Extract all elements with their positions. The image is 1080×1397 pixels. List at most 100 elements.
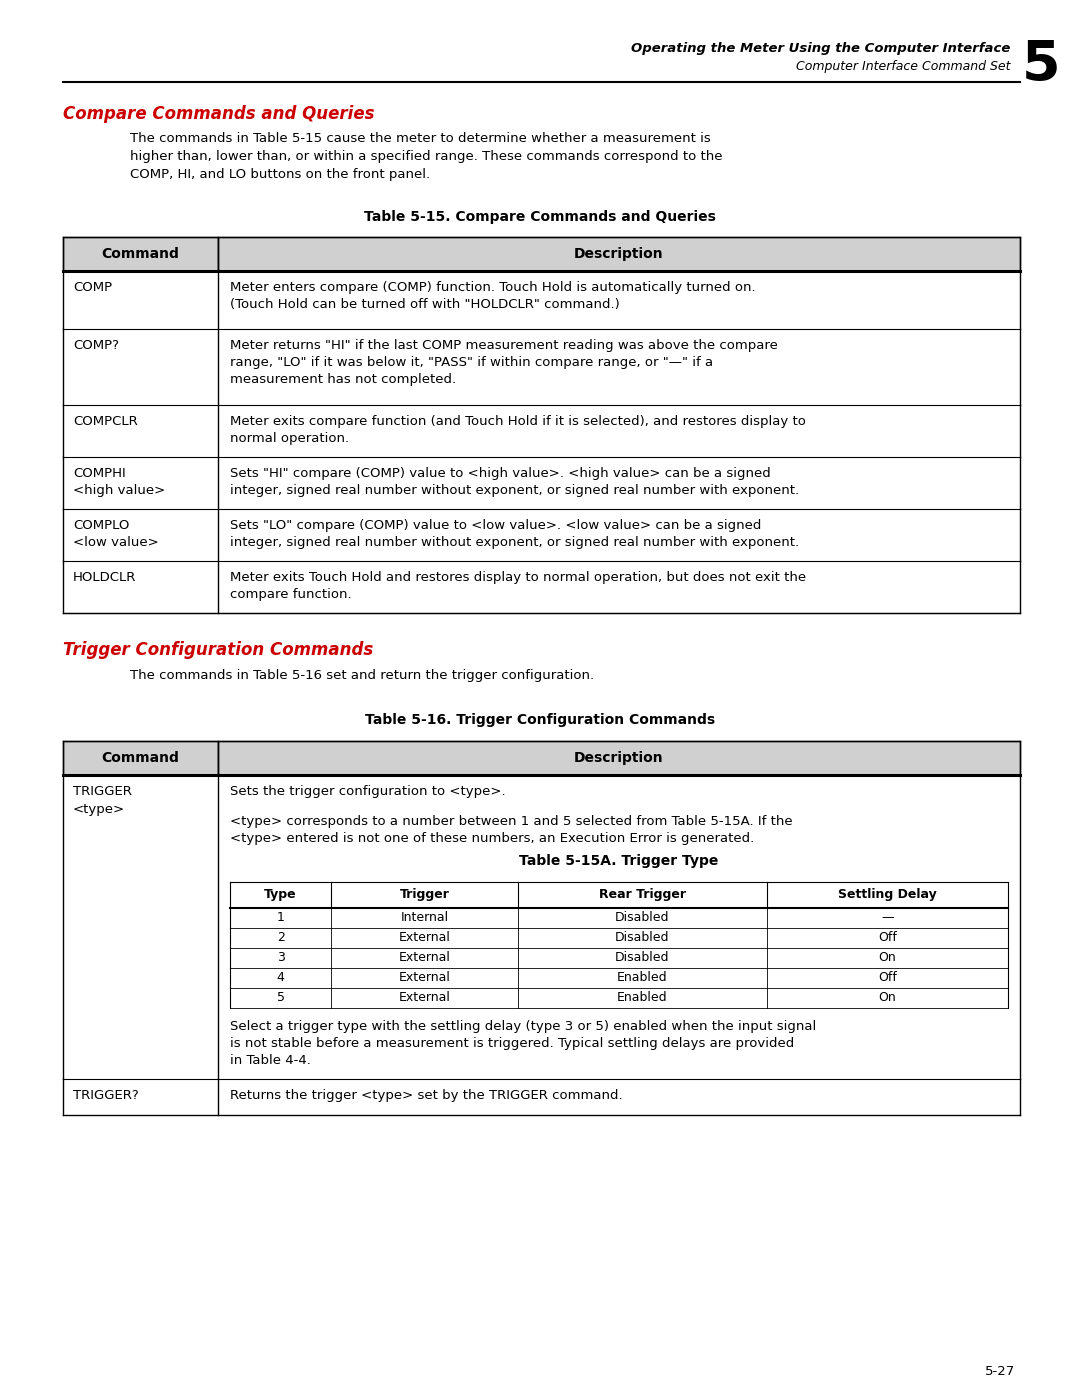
Text: Description: Description xyxy=(575,752,664,766)
Bar xyxy=(332,988,518,1009)
Text: <type>: <type> xyxy=(73,803,125,816)
Bar xyxy=(218,775,1020,1078)
Text: integer, signed real number without exponent, or signed real number with exponen: integer, signed real number without expo… xyxy=(230,536,799,549)
Bar xyxy=(767,949,1008,968)
Bar xyxy=(230,928,332,949)
Bar xyxy=(63,271,218,330)
Text: Select a trigger type with the settling delay (type 3 or 5) enabled when the inp: Select a trigger type with the settling … xyxy=(230,1020,816,1032)
Text: COMP: COMP xyxy=(73,281,112,293)
Text: <low value>: <low value> xyxy=(73,536,159,549)
Text: Description: Description xyxy=(575,247,664,261)
Bar xyxy=(332,968,518,988)
Text: Sets "HI" compare (COMP) value to <high value>. <high value> can be a signed: Sets "HI" compare (COMP) value to <high … xyxy=(230,467,771,481)
Text: range, "LO" if it was below it, "PASS" if within compare range, or "—" if a: range, "LO" if it was below it, "PASS" i… xyxy=(230,356,713,369)
Bar xyxy=(218,457,1020,509)
Text: COMPLO: COMPLO xyxy=(73,520,130,532)
Text: COMP, HI, and LO buttons on the front panel.: COMP, HI, and LO buttons on the front pa… xyxy=(130,168,430,182)
Text: External: External xyxy=(399,951,450,964)
Text: Returns the trigger <type> set by the TRIGGER command.: Returns the trigger <type> set by the TR… xyxy=(230,1090,623,1102)
Bar xyxy=(332,908,518,928)
Text: —: — xyxy=(881,911,893,923)
Text: 5-27: 5-27 xyxy=(985,1365,1015,1377)
Text: COMP?: COMP? xyxy=(73,339,119,352)
Bar xyxy=(518,928,767,949)
Bar xyxy=(63,457,218,509)
Bar xyxy=(218,509,1020,562)
Text: 5: 5 xyxy=(276,990,284,1004)
Bar xyxy=(63,562,218,613)
Bar xyxy=(230,968,332,988)
Text: measurement has not completed.: measurement has not completed. xyxy=(230,373,456,386)
Text: Type: Type xyxy=(265,888,297,901)
Text: External: External xyxy=(399,971,450,983)
Text: TRIGGER: TRIGGER xyxy=(73,785,132,798)
Bar xyxy=(518,949,767,968)
Text: The commands in Table 5-15 cause the meter to determine whether a measurement is: The commands in Table 5-15 cause the met… xyxy=(130,131,711,145)
Bar xyxy=(332,928,518,949)
Text: Rear Trigger: Rear Trigger xyxy=(598,888,686,901)
Text: Compare Commands and Queries: Compare Commands and Queries xyxy=(63,105,375,123)
Bar xyxy=(63,509,218,562)
Bar xyxy=(63,775,218,1078)
Text: TRIGGER?: TRIGGER? xyxy=(73,1090,138,1102)
Bar xyxy=(332,882,518,908)
Text: HOLDCLR: HOLDCLR xyxy=(73,571,136,584)
Text: Off: Off xyxy=(878,971,896,983)
Text: Internal: Internal xyxy=(401,911,448,923)
Text: <type> entered is not one of these numbers, an Execution Error is generated.: <type> entered is not one of these numbe… xyxy=(230,833,754,845)
Text: Disabled: Disabled xyxy=(616,911,670,923)
Bar xyxy=(230,908,332,928)
Text: <high value>: <high value> xyxy=(73,483,165,497)
Text: Command: Command xyxy=(102,752,179,766)
Text: Meter exits Touch Hold and restores display to normal operation, but does not ex: Meter exits Touch Hold and restores disp… xyxy=(230,571,806,584)
Bar xyxy=(63,740,218,775)
Bar xyxy=(218,271,1020,330)
Text: Settling Delay: Settling Delay xyxy=(838,888,936,901)
Bar xyxy=(767,968,1008,988)
Text: 1: 1 xyxy=(276,911,284,923)
Text: 2: 2 xyxy=(276,930,284,944)
Bar xyxy=(230,988,332,1009)
Bar xyxy=(218,562,1020,613)
Text: (Touch Hold can be turned off with "HOLDCLR" command.): (Touch Hold can be turned off with "HOLD… xyxy=(230,298,620,312)
Text: normal operation.: normal operation. xyxy=(230,432,349,446)
Bar xyxy=(767,908,1008,928)
Text: in Table 4-4.: in Table 4-4. xyxy=(230,1053,311,1067)
Text: Computer Interface Command Set: Computer Interface Command Set xyxy=(796,60,1010,73)
Text: On: On xyxy=(878,990,896,1004)
Text: Command: Command xyxy=(102,247,179,261)
Bar xyxy=(63,405,218,457)
Bar xyxy=(767,882,1008,908)
Bar xyxy=(767,988,1008,1009)
Text: higher than, lower than, or within a specified range. These commands correspond : higher than, lower than, or within a spe… xyxy=(130,149,723,163)
Text: Disabled: Disabled xyxy=(616,930,670,944)
Text: 3: 3 xyxy=(276,951,284,964)
Bar xyxy=(63,330,218,405)
Bar xyxy=(63,1078,218,1115)
Text: Disabled: Disabled xyxy=(616,951,670,964)
Text: Meter exits compare function (and Touch Hold if it is selected), and restores di: Meter exits compare function (and Touch … xyxy=(230,415,806,427)
Text: Meter enters compare (COMP) function. Touch Hold is automatically turned on.: Meter enters compare (COMP) function. To… xyxy=(230,281,756,293)
Text: COMPCLR: COMPCLR xyxy=(73,415,138,427)
Text: Enabled: Enabled xyxy=(617,990,667,1004)
Bar xyxy=(518,882,767,908)
Text: The commands in Table 5-16 set and return the trigger configuration.: The commands in Table 5-16 set and retur… xyxy=(130,669,594,682)
Text: Table 5-15A. Trigger Type: Table 5-15A. Trigger Type xyxy=(519,854,718,868)
Bar xyxy=(332,949,518,968)
Bar xyxy=(218,405,1020,457)
Text: External: External xyxy=(399,990,450,1004)
Text: Off: Off xyxy=(878,930,896,944)
Text: Trigger: Trigger xyxy=(400,888,449,901)
Text: is not stable before a measurement is triggered. Typical settling delays are pro: is not stable before a measurement is tr… xyxy=(230,1037,794,1051)
Bar xyxy=(518,988,767,1009)
Text: integer, signed real number without exponent, or signed real number with exponen: integer, signed real number without expo… xyxy=(230,483,799,497)
Bar xyxy=(230,949,332,968)
Text: Meter returns "HI" if the last COMP measurement reading was above the compare: Meter returns "HI" if the last COMP meas… xyxy=(230,339,778,352)
Text: 4: 4 xyxy=(276,971,284,983)
Bar xyxy=(218,1078,1020,1115)
Text: Enabled: Enabled xyxy=(617,971,667,983)
Text: External: External xyxy=(399,930,450,944)
Text: Sets "LO" compare (COMP) value to <low value>. <low value> can be a signed: Sets "LO" compare (COMP) value to <low v… xyxy=(230,520,761,532)
Text: 5: 5 xyxy=(1022,38,1059,92)
Text: COMPHI: COMPHI xyxy=(73,467,125,481)
